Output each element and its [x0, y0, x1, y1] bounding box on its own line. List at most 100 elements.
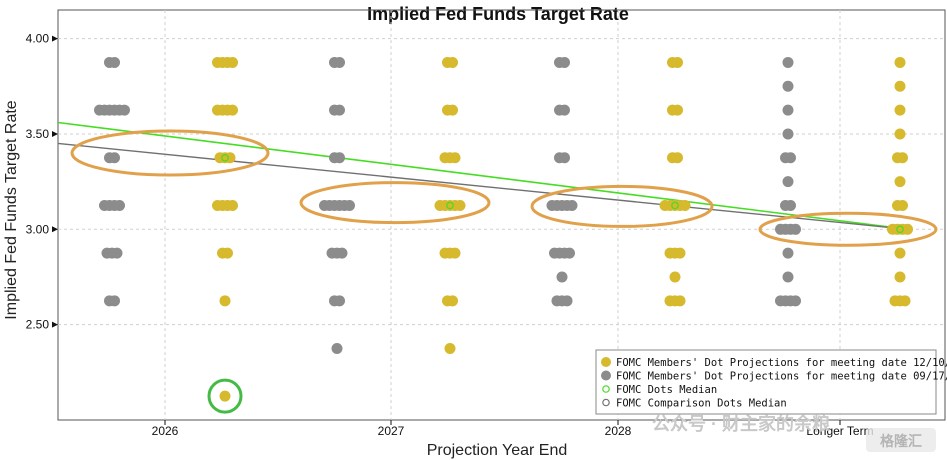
- dot-dec-2025: [894, 56, 906, 68]
- dot-sep-2025: [790, 295, 801, 307]
- dot-projections: [94, 56, 913, 402]
- legend-label: FOMC Members' Dot Projections for meetin…: [616, 357, 947, 369]
- plot-area: [57, 9, 946, 421]
- dot-dec-2025: [449, 247, 461, 259]
- dot-dec-2025: [222, 247, 233, 259]
- highlight-ellipse: [758, 211, 938, 247]
- badge-logo: 格隆汇: [866, 428, 936, 452]
- median-dot: [221, 153, 229, 162]
- dot-sep-2025: [114, 199, 125, 211]
- median-trend-lines: [57, 121, 908, 231]
- dot-sep-2025: [564, 247, 575, 259]
- badge-text: 格隆汇: [880, 433, 922, 449]
- x-axis: 2026 2027 2028 Longer Term: [152, 420, 874, 438]
- y-tick-mark: [52, 35, 58, 42]
- dot-dec-2025: [672, 56, 683, 68]
- highlight-circle: [207, 378, 243, 414]
- highlight-ellipse: [299, 181, 491, 225]
- x-tick-label: 2028: [605, 424, 632, 438]
- chart-title: Implied Fed Funds Target Rate: [367, 4, 629, 24]
- median-dot: [671, 201, 679, 210]
- x-tick-label: 2027: [378, 424, 405, 438]
- dot-sep-2025: [111, 247, 123, 259]
- legend-label: FOMC Comparison Dots Median: [616, 398, 787, 410]
- dot-sep-2025: [559, 56, 570, 68]
- dot-dec-2025: [894, 176, 906, 188]
- highlight-annotations: [70, 129, 938, 414]
- dot-sep-2025: [559, 152, 570, 164]
- x-tick-label: Longer Term: [806, 424, 873, 438]
- dot-dec-2025: [894, 128, 906, 140]
- dot-sep-2025: [790, 223, 801, 235]
- dot-dec-2025: [672, 104, 683, 116]
- legend-label: FOMC Members' Dot Projections for meetin…: [616, 371, 947, 383]
- dot-dec-2025: [447, 56, 458, 68]
- dot-sep-2025: [782, 176, 794, 188]
- dot-sep-2025: [109, 295, 120, 307]
- dot-dec-2025: [447, 104, 458, 116]
- legend-marker: [602, 398, 610, 407]
- dot-sep-2025: [561, 295, 573, 307]
- x-tick-label: 2026: [152, 424, 179, 438]
- y-tick-label: 3.50: [26, 127, 50, 141]
- dot-dec-2025: [897, 199, 908, 211]
- dot-sep-2025: [334, 104, 345, 116]
- dot-sep-2025: [782, 56, 794, 68]
- legend-marker: [602, 385, 610, 393]
- dot-sep-2025: [119, 104, 130, 116]
- highlight-ellipse: [530, 184, 714, 228]
- dot-sep-2025: [336, 247, 348, 259]
- median-trend-line: [57, 142, 908, 230]
- dot-sep-2025: [782, 247, 794, 259]
- dot-sep-2025: [109, 152, 120, 164]
- dot-dec-2025: [899, 295, 911, 307]
- dot-dec-2025: [674, 247, 686, 259]
- y-tick-mark: [52, 321, 58, 328]
- dot-dec-2025: [679, 199, 691, 211]
- dot-dec-2025: [894, 271, 906, 283]
- dot-dec-2025: [219, 295, 231, 307]
- plot-border: [57, 9, 946, 421]
- dot-sep-2025: [566, 199, 578, 211]
- dot-sep-2025: [334, 152, 345, 164]
- dot-dec-2025: [894, 80, 906, 92]
- y-tick-mark: [52, 226, 58, 233]
- dot-sep-2025: [782, 128, 794, 140]
- legend-label: FOMC Dots Median: [616, 384, 717, 396]
- median-dot: [446, 201, 454, 210]
- dot-sep-2025: [782, 104, 794, 116]
- dot-sep-2025: [344, 199, 355, 211]
- legend-marker: [601, 370, 611, 381]
- dot-dec-2025: [674, 295, 686, 307]
- dot-sep-2025: [334, 295, 345, 307]
- median-markers: [221, 153, 904, 234]
- y-tick-label: 4.00: [26, 32, 50, 46]
- dot-sep-2025: [331, 342, 343, 354]
- dot-sep-2025: [556, 271, 568, 283]
- highlight-ellipse: [70, 129, 270, 177]
- dot-sep-2025: [782, 271, 794, 283]
- dot-sep-2025: [334, 56, 345, 68]
- y-axis-label: Implied Fed Funds Target Rate: [3, 100, 20, 319]
- x-axis-label: Projection Year End: [427, 442, 568, 459]
- badge-background: [866, 428, 936, 452]
- median-trend-line: [57, 121, 908, 231]
- dot-sep-2025: [785, 199, 796, 211]
- y-axis: 2.50 3.00 3.50 4.00: [26, 32, 58, 332]
- dot-dec-2025: [224, 152, 236, 164]
- y-tick-label: 2.50: [26, 318, 50, 332]
- median-dot: [896, 225, 904, 234]
- dot-dec-2025: [454, 199, 466, 211]
- watermark-text: 公众号 · 财主家的余粮: [652, 413, 830, 434]
- dot-sep-2025: [785, 152, 796, 164]
- legend: FOMC Members' Dot Projections for meetin…: [595, 349, 947, 415]
- dot-dec-2025: [449, 152, 461, 164]
- dot-dec-2025: [894, 104, 906, 116]
- dot-dec-2025: [444, 342, 456, 354]
- dot-sep-2025: [109, 56, 120, 68]
- dot-dec-2025: [227, 199, 238, 211]
- dot-dec-2025: [894, 247, 906, 259]
- dot-sep-2025: [559, 104, 570, 116]
- dot-dec-2025: [902, 223, 913, 235]
- dot-dec-2025: [669, 271, 681, 283]
